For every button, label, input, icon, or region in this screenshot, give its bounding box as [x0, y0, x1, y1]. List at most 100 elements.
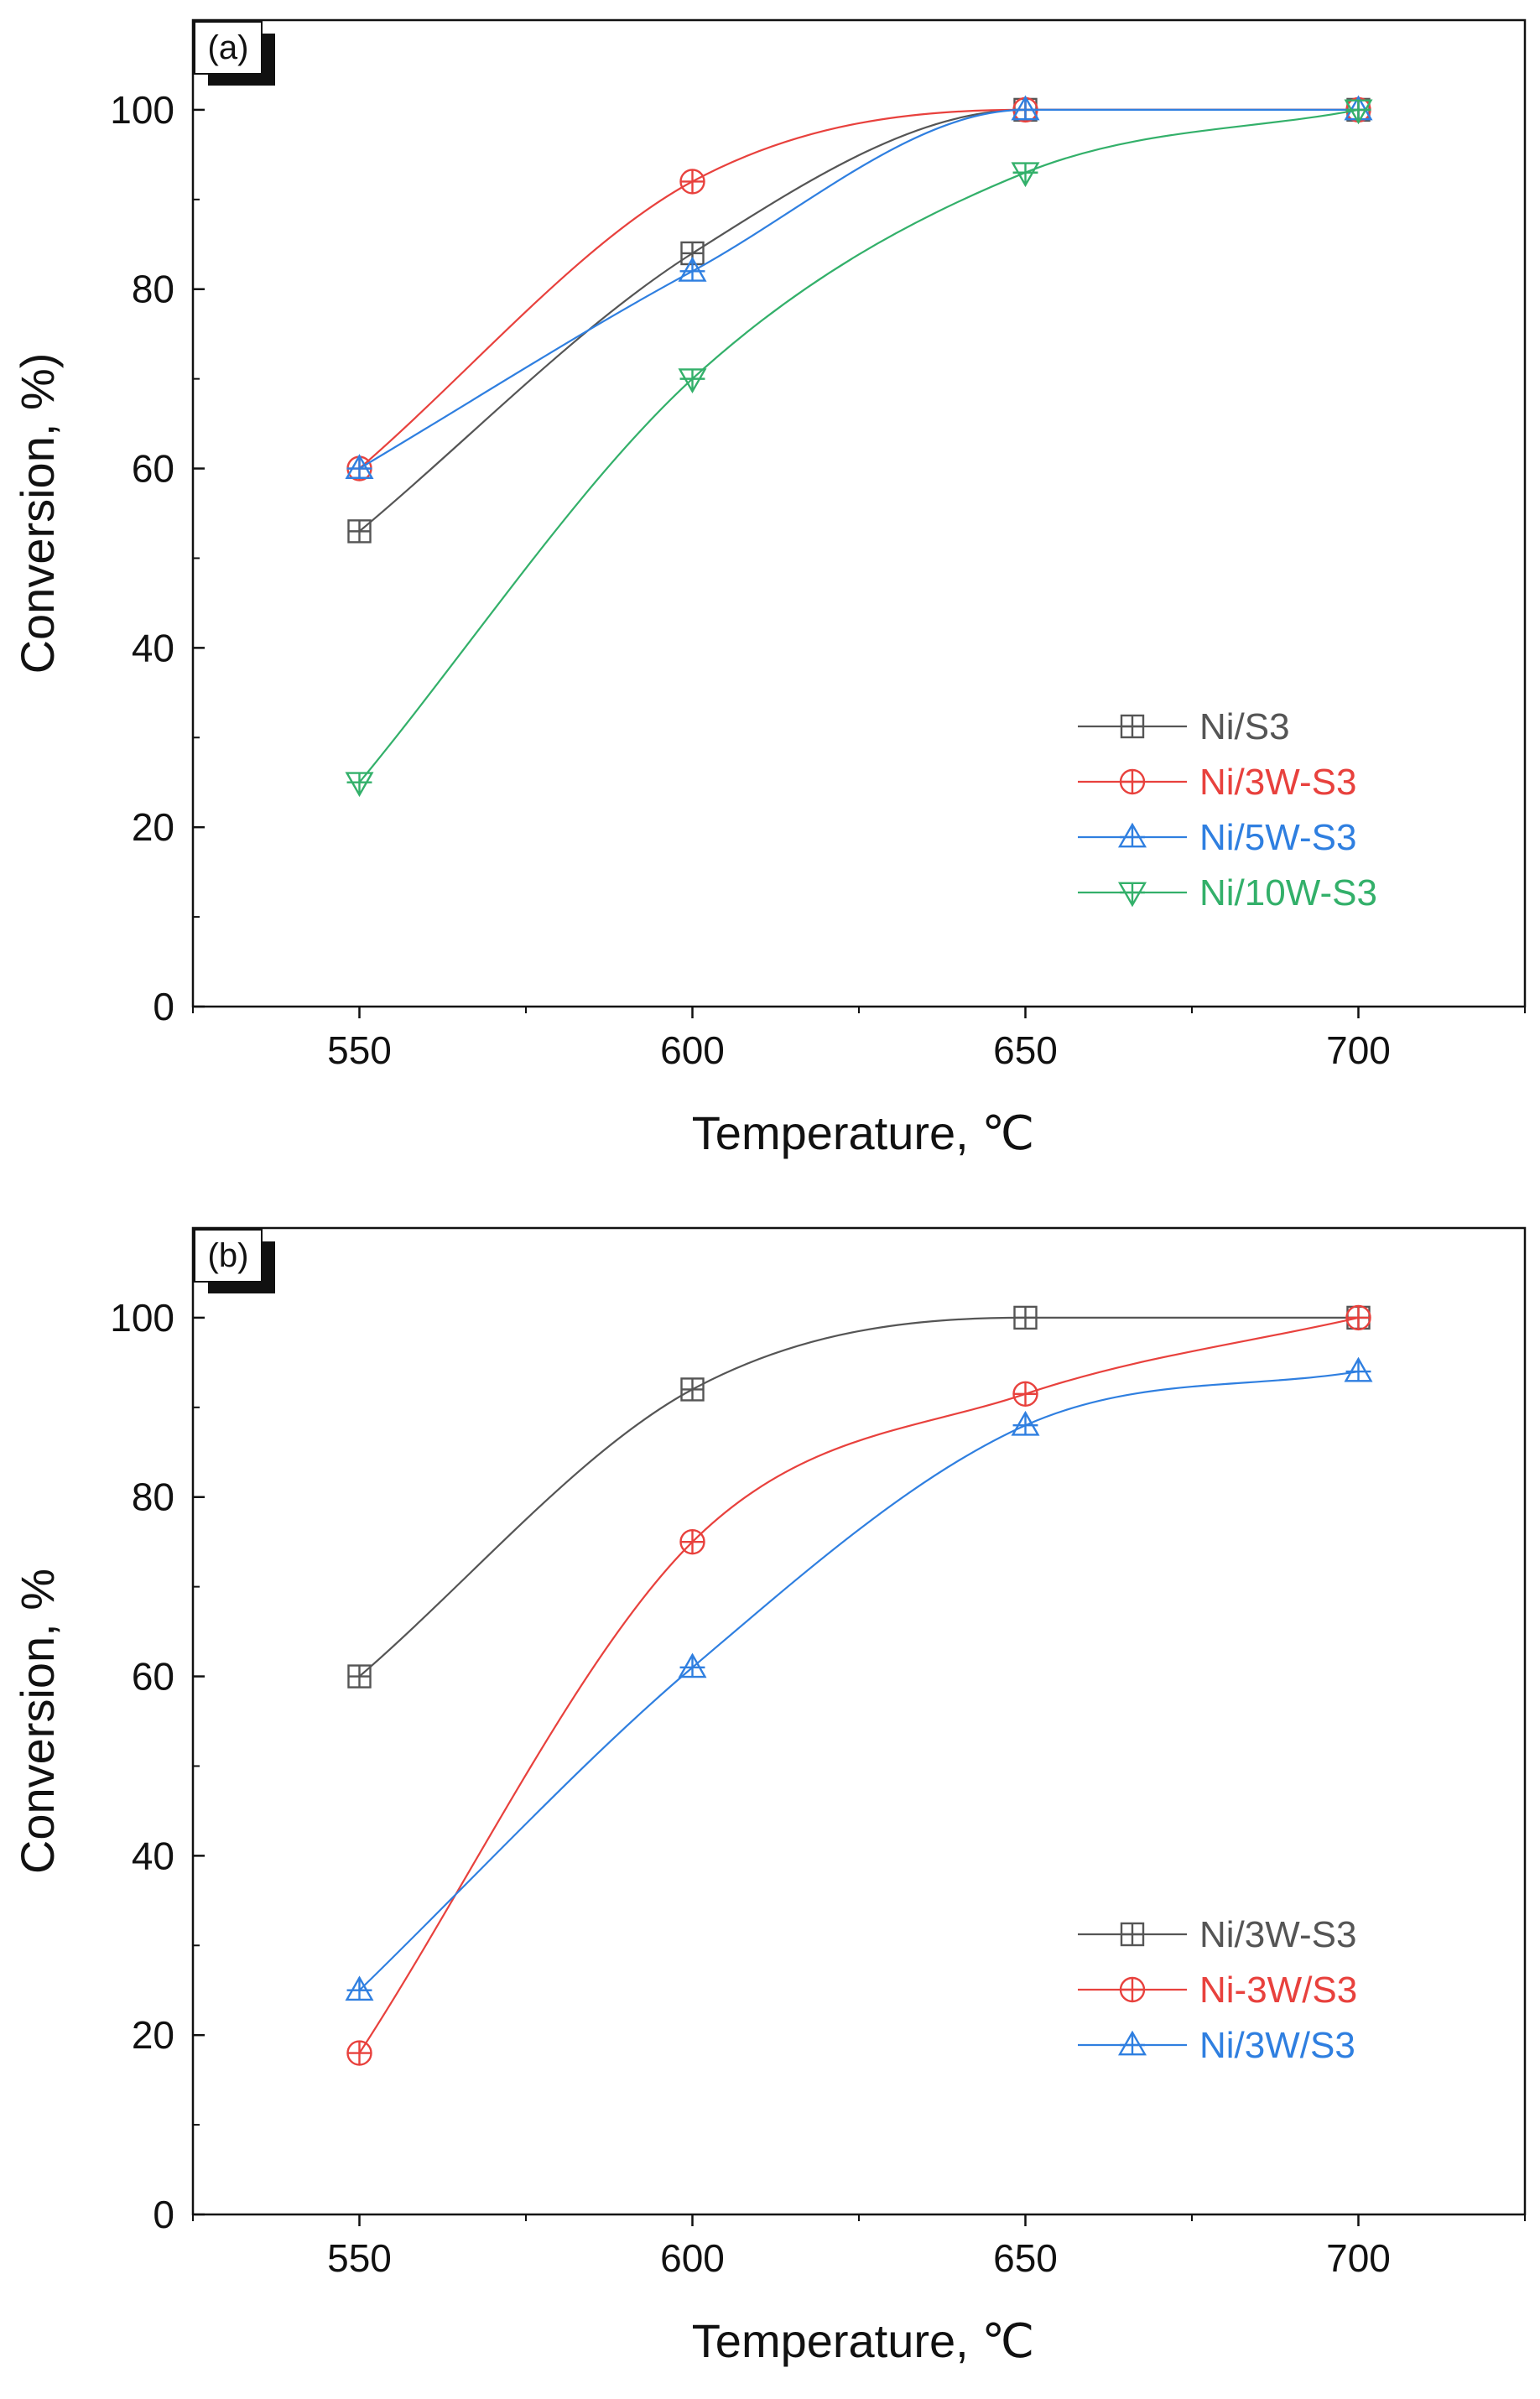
legend-label: Ni/5W-S3: [1199, 817, 1356, 858]
legend-swatch-marker: [1119, 1976, 1146, 2003]
y-tick-label: 80: [132, 1475, 174, 1519]
legend-item-1: Ni-3W/S3: [1078, 1970, 1357, 2011]
data-point-s2-3: [1344, 1356, 1373, 1382]
legend-item-0: Ni/3W-S3: [1078, 1914, 1356, 1955]
legend-item-3: Ni/10W-S3: [1078, 872, 1377, 913]
series-line-1: [358, 108, 1359, 470]
data-point-s1-3-cross: [1346, 1305, 1371, 1330]
y-tick-label: 100: [110, 1296, 174, 1340]
legend-swatch-marker: [1117, 882, 1147, 908]
panel-tag: (b): [194, 1229, 275, 1293]
y-tick-label: 0: [153, 2193, 174, 2236]
y-tick-label: 0: [153, 985, 174, 1028]
legend-swatch-marker: [1119, 768, 1146, 795]
legend-swatch-marker: [1117, 822, 1147, 848]
x-tick-label: 650: [993, 1028, 1058, 1072]
y-axis-title: Conversion, %): [11, 353, 64, 674]
legend-item-1: Ni/3W-S3: [1078, 762, 1356, 803]
data-point-s2-3-cross: [1345, 1359, 1371, 1382]
data-point-s0-1-cross: [681, 1378, 704, 1401]
y-tick-label: 100: [110, 88, 174, 132]
data-point-s2-1: [678, 256, 707, 282]
panel-tag-label: (b): [208, 1237, 249, 1274]
data-point-s0-2-cross: [1014, 1306, 1037, 1329]
series-line-2: [358, 1371, 1359, 1991]
y-tick-label: 40: [132, 1834, 174, 1877]
data-point-s2-2-cross: [1012, 1413, 1038, 1435]
y-tick-label: 60: [132, 1655, 174, 1699]
legend-swatch-marker: [1120, 1922, 1145, 1947]
data-point-s1-1-cross: [680, 1530, 705, 1554]
data-point-s3-1: [678, 368, 707, 394]
legend-item-0: Ni/S3: [1078, 706, 1290, 747]
data-point-s2-1: [678, 1652, 707, 1678]
legend-swatch-marker-cross: [1121, 770, 1144, 794]
series-line-3: [358, 108, 1359, 783]
data-point-s3-0: [345, 772, 374, 798]
panel-tag-box: [194, 1229, 263, 1283]
legend-label: Ni/3W-S3: [1199, 1914, 1356, 1955]
data-point-s1-1: [679, 1528, 705, 1555]
y-tick-label: 80: [132, 268, 174, 311]
legend-swatch-marker-cross: [1121, 1923, 1143, 1945]
data-point-s0-0: [347, 1664, 372, 1689]
data-point-s1-2: [1012, 1381, 1038, 1407]
data-point-s1-0: [346, 2040, 372, 2066]
x-tick-label: 650: [993, 2236, 1058, 2280]
data-point-s1-1: [679, 169, 705, 195]
data-point-s2-2-cross: [1012, 96, 1038, 120]
data-point-s0-1: [680, 1377, 705, 1402]
x-axis-title: Temperature, ℃: [692, 1106, 1034, 1159]
panel-tag-box: [194, 21, 263, 75]
legend-label: Ni/10W-S3: [1199, 872, 1377, 913]
y-tick-label: 20: [132, 805, 174, 849]
data-point-s2-3-shape: [1344, 1356, 1373, 1382]
data-point-s1-3: [1345, 1304, 1371, 1331]
data-point-s2-0: [345, 454, 374, 479]
y-tick-label: 20: [132, 2013, 174, 2057]
data-point-s2-0-shape: [345, 454, 374, 479]
chart-panel-b: 0 20 40 60 80 100 550 600 650 700 Temperature, ℃ Co…: [11, 1226, 1527, 2367]
data-point-s1-2-cross: [1013, 1382, 1038, 1406]
data-point-s1-1-cross: [680, 169, 705, 194]
legend-swatch-marker-cross: [1120, 882, 1145, 905]
y-tick-label: 60: [132, 447, 174, 491]
legend-swatch-marker-cross: [1120, 2032, 1145, 2055]
legend-swatch-marker: [1117, 2030, 1147, 2056]
data-point-s3-3: [1344, 99, 1373, 125]
panel-tag: (a): [194, 21, 275, 86]
legend-label: Ni/3W/S3: [1199, 2025, 1355, 2066]
data-point-s0-2: [1013, 1305, 1038, 1330]
data-point-s2-0: [345, 1975, 374, 2001]
data-point-s2-1-cross: [679, 258, 705, 281]
data-point-s0-0-cross: [348, 520, 371, 543]
data-point-s2-1-cross: [679, 1654, 705, 1678]
data-point-s2-0-cross: [346, 1977, 372, 2000]
data-point-s2-0-shape: [345, 1975, 374, 2001]
y-tick-label: 40: [132, 626, 174, 669]
data-point-s3-0-cross: [346, 773, 372, 795]
x-axis-title: Temperature, ℃: [692, 2314, 1034, 2367]
x-tick-label: 550: [327, 2236, 392, 2280]
chart-panel-a: 0 20 40 60 80 100 550 600 650 700 Temperature, ℃ Co…: [11, 18, 1527, 1159]
data-point-s2-1-shape: [678, 1652, 707, 1678]
data-point-s3-1-cross: [679, 369, 705, 392]
x-tick-label: 600: [660, 2236, 725, 2280]
legend-swatch-marker-cross: [1121, 1978, 1144, 2001]
data-point-s2-1-shape: [678, 256, 707, 282]
data-point-s1-0-cross: [347, 2041, 372, 2065]
series-line-0: [358, 108, 1359, 533]
x-tick-label: 600: [660, 1028, 725, 1072]
legend-label: Ni/S3: [1199, 706, 1290, 747]
series-line-2: [358, 108, 1359, 470]
legend-swatch-marker-cross: [1121, 716, 1143, 737]
legend-item-2: Ni/5W-S3: [1078, 817, 1356, 858]
y-axis-title: Conversion, %: [11, 1569, 64, 1874]
legend-swatch-marker-cross: [1120, 825, 1145, 847]
data-point-s2-0-cross: [346, 455, 372, 478]
data-point-s3-2-cross: [1012, 163, 1038, 185]
legend-label: Ni/3W-S3: [1199, 762, 1356, 803]
data-point-s0-0: [347, 519, 372, 544]
legend-swatch-marker: [1120, 714, 1145, 739]
